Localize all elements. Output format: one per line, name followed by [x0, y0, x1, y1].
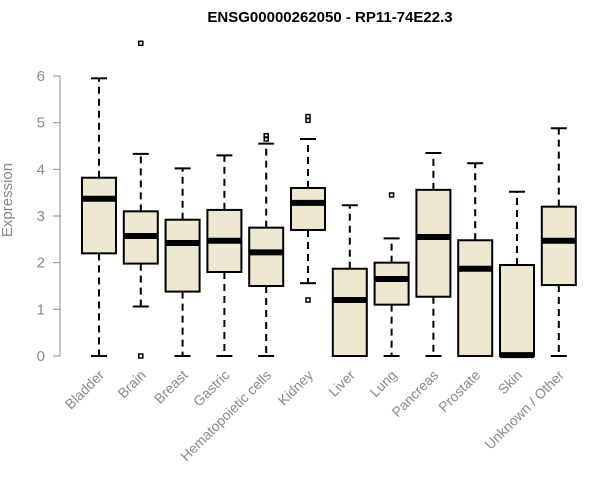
- y-tick-label: 2: [37, 255, 45, 272]
- box-lung: [373, 192, 410, 357]
- chart-title: ENSG00000262050 - RP11-74E22.3: [207, 9, 452, 26]
- x-tick-label: Unknown / Other: [481, 367, 567, 453]
- outlier-point: [138, 40, 144, 47]
- y-axis-label: Expression: [0, 163, 16, 237]
- x-tick-label: Lung: [366, 367, 399, 400]
- box-brain: [122, 40, 159, 359]
- outlier-point: [305, 297, 311, 303]
- box-breast: [164, 167, 201, 357]
- y-tick-label: 4: [37, 161, 45, 178]
- box-skin: [499, 190, 535, 359]
- iqr-box: [373, 261, 410, 306]
- outlier-point: [388, 192, 395, 198]
- x-tick-label: Brain: [114, 367, 148, 401]
- x-tick-label: Bladder: [62, 367, 108, 413]
- x-tick-label: Breast: [151, 367, 191, 407]
- iqr-box: [415, 188, 452, 298]
- y-tick-label: 6: [37, 68, 45, 85]
- y-tick-label: 3: [37, 208, 45, 225]
- iqr-box: [164, 218, 201, 293]
- box-gastric: [206, 154, 243, 357]
- x-tick-label: Liver: [325, 367, 358, 400]
- box-bladder: [81, 77, 117, 357]
- y-axis: 0 1 2 3 4 5 6: [37, 68, 61, 365]
- iqr-box: [331, 267, 368, 358]
- x-tick-label: Prostate: [435, 367, 483, 415]
- outlier-point: [263, 132, 269, 139]
- box-pancreas: [415, 151, 452, 357]
- iqr-box: [290, 186, 326, 231]
- outlier-point: [305, 113, 311, 120]
- box-kidney: [290, 113, 326, 303]
- iqr-box: [457, 239, 494, 358]
- box-hematopoietic-cells: [248, 132, 285, 357]
- x-tick-label: Skin: [495, 367, 526, 398]
- y-tick-label: 5: [37, 115, 45, 132]
- x-tick-label: Kidney: [275, 367, 317, 409]
- iqr-box: [540, 205, 577, 287]
- y-tick-label: 1: [37, 301, 45, 318]
- y-tick-label: 0: [37, 348, 45, 365]
- outlier-point: [138, 353, 144, 359]
- iqr-box: [499, 263, 535, 357]
- iqr-box: [81, 176, 117, 255]
- box-series: [81, 40, 577, 359]
- box-liver: [331, 204, 368, 358]
- box-prostate: [457, 162, 494, 358]
- box-unknown-other: [540, 127, 577, 357]
- iqr-box: [248, 226, 285, 287]
